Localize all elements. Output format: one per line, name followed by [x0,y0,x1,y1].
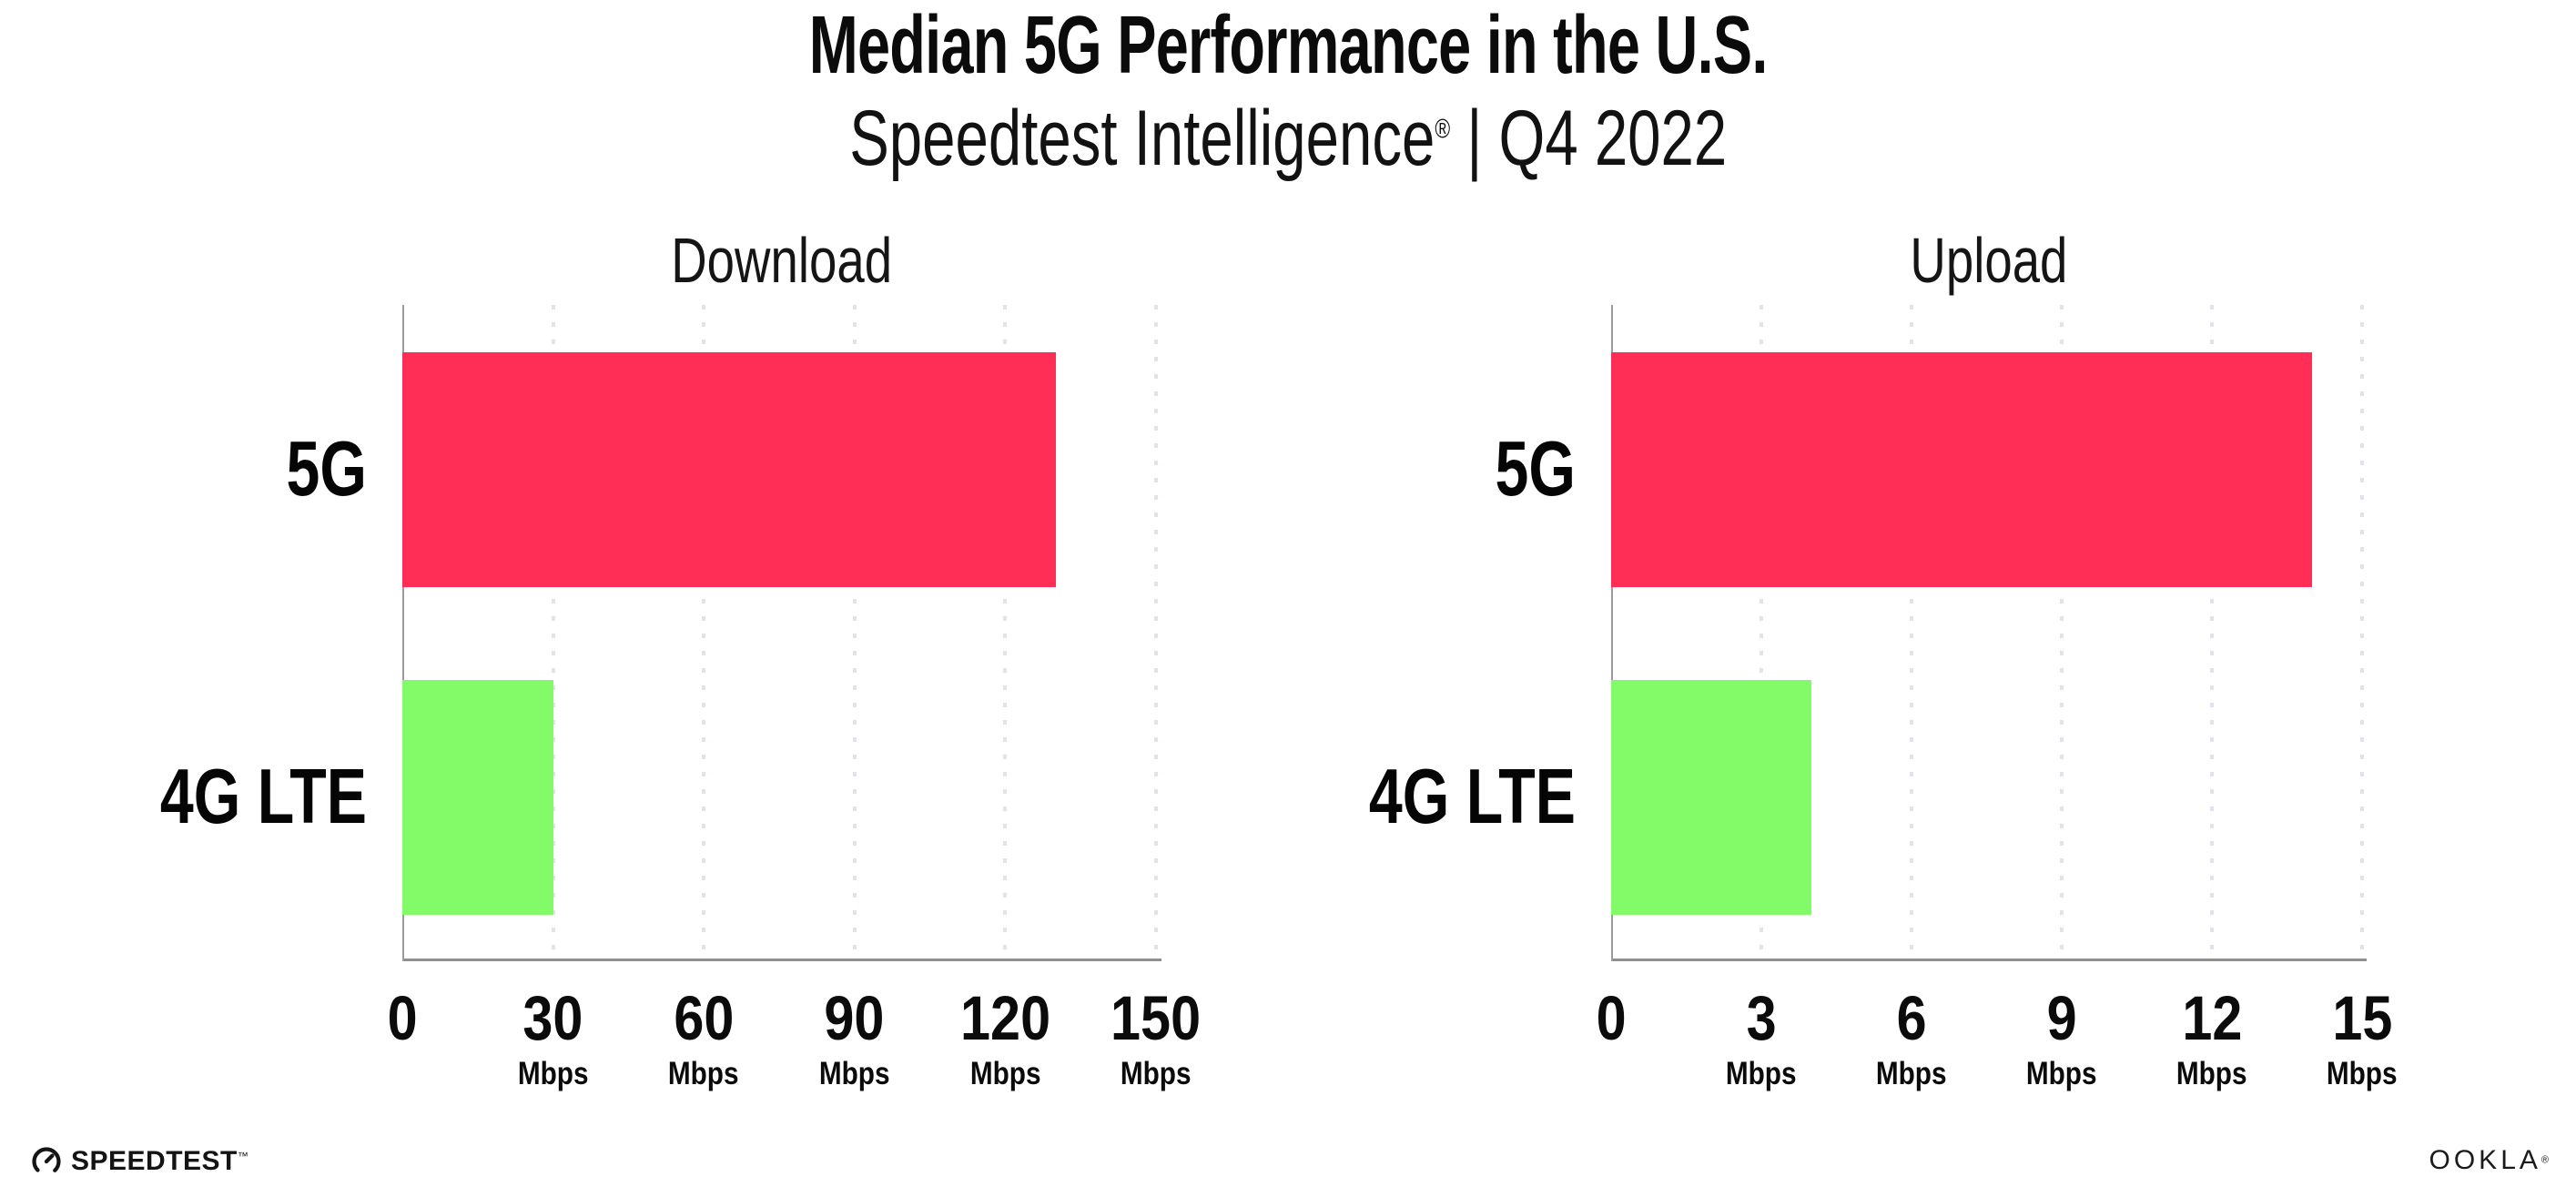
download-tick-30: 30 Mbps [472,985,635,1092]
upload-category-label-5g: 5G [1495,426,1576,512]
subtitle-brand: Speedtest Intelligence [848,95,1435,182]
ookla-logo-text: OOKLA [2429,1145,2541,1175]
ookla-logo: OOKLA® [2429,1145,2549,1176]
gridline-60 [702,305,706,961]
upload-tick-12: 12 Mbps [2130,985,2294,1092]
download-tick-150: 150 Mbps [1074,985,1238,1092]
tick-number: 6 [1896,983,1927,1053]
tick-unit: Mbps [668,1056,740,1091]
download-category-label-4g-lte: 4G LTE [159,754,367,840]
tick-unit: Mbps [517,1056,589,1091]
tick-unit: Mbps [2176,1056,2247,1091]
gridline-30 [551,305,555,961]
gridline-9 [2060,305,2064,961]
upload-tick-9: 9 Mbps [1980,985,2144,1092]
tick-number: 12 [2181,983,2243,1053]
tick-number: 120 [959,983,1050,1053]
tick-number: 3 [1746,983,1777,1053]
upload-plot-area [1611,305,2367,961]
gridline-150 [1154,305,1158,961]
tick-number: 0 [387,983,418,1053]
tick-number: 15 [2331,983,2393,1053]
tick-unit: Mbps [1121,1056,1192,1091]
gridline-3 [1760,305,1763,961]
upload-bar-4g-lte [1611,680,1811,915]
trademark-mark: ™ [237,1150,249,1162]
upload-chart-title: Upload [1910,225,2068,296]
page-subtitle-text: Speedtest Intelligence® | Q4 2022 [849,95,1727,182]
upload-tick-15: 15 Mbps [2280,985,2444,1092]
tick-number: 60 [674,983,735,1053]
upload-tick-0: 0 [1529,985,1693,1052]
tick-number: 30 [522,983,583,1053]
tick-number: 90 [824,983,885,1053]
upload-tick-6: 6 Mbps [1830,985,1993,1092]
download-tick-0: 0 [320,985,484,1052]
tick-number: 9 [2046,983,2077,1053]
download-tick-60: 60 Mbps [622,985,786,1092]
subtitle-period: | Q4 2022 [1449,95,1728,182]
tick-number: 0 [1596,983,1627,1053]
page-title-text: Median 5G Performance in the U.S. [808,0,1769,91]
tick-unit: Mbps [818,1056,890,1091]
speedtest-gauge-icon [32,1147,61,1176]
gridline-120 [1003,305,1008,961]
upload-bar-5g [1611,352,2312,587]
upload-category-label-4g-lte: 4G LTE [1368,754,1576,840]
tick-number: 150 [1111,983,1202,1053]
gridline-12 [2210,305,2214,961]
upload-y-axis [1611,305,1613,961]
tick-unit: Mbps [1726,1056,1797,1091]
download-plot-area [402,305,1161,961]
registered-mark: ® [1435,114,1450,145]
download-y-axis [402,305,404,961]
upload-tick-3: 3 Mbps [1679,985,1843,1092]
speedtest-logo-text: SPEEDTEST™ [71,1146,249,1176]
tick-unit: Mbps [969,1056,1041,1091]
download-tick-90: 90 Mbps [773,985,937,1092]
gridline-90 [852,305,857,961]
tick-unit: Mbps [2026,1056,2097,1091]
download-bar-5g [402,352,1056,587]
page-subtitle: Speedtest Intelligence® | Q4 2022 [0,95,2576,182]
download-category-label-5g: 5G [286,426,367,512]
page-title: Median 5G Performance in the U.S. [0,0,2576,91]
tick-unit: Mbps [1876,1056,1947,1091]
tick-unit: Mbps [2327,1056,2398,1091]
speedtest-logo: SPEEDTEST™ [31,1143,248,1180]
download-bar-4g-lte [402,680,553,915]
gridline-15 [2360,305,2364,961]
download-tick-120: 120 Mbps [923,985,1087,1092]
gridline-6 [1910,305,1913,961]
ookla-registered-mark: ® [2541,1154,2549,1166]
download-chart-title: Download [671,225,893,296]
